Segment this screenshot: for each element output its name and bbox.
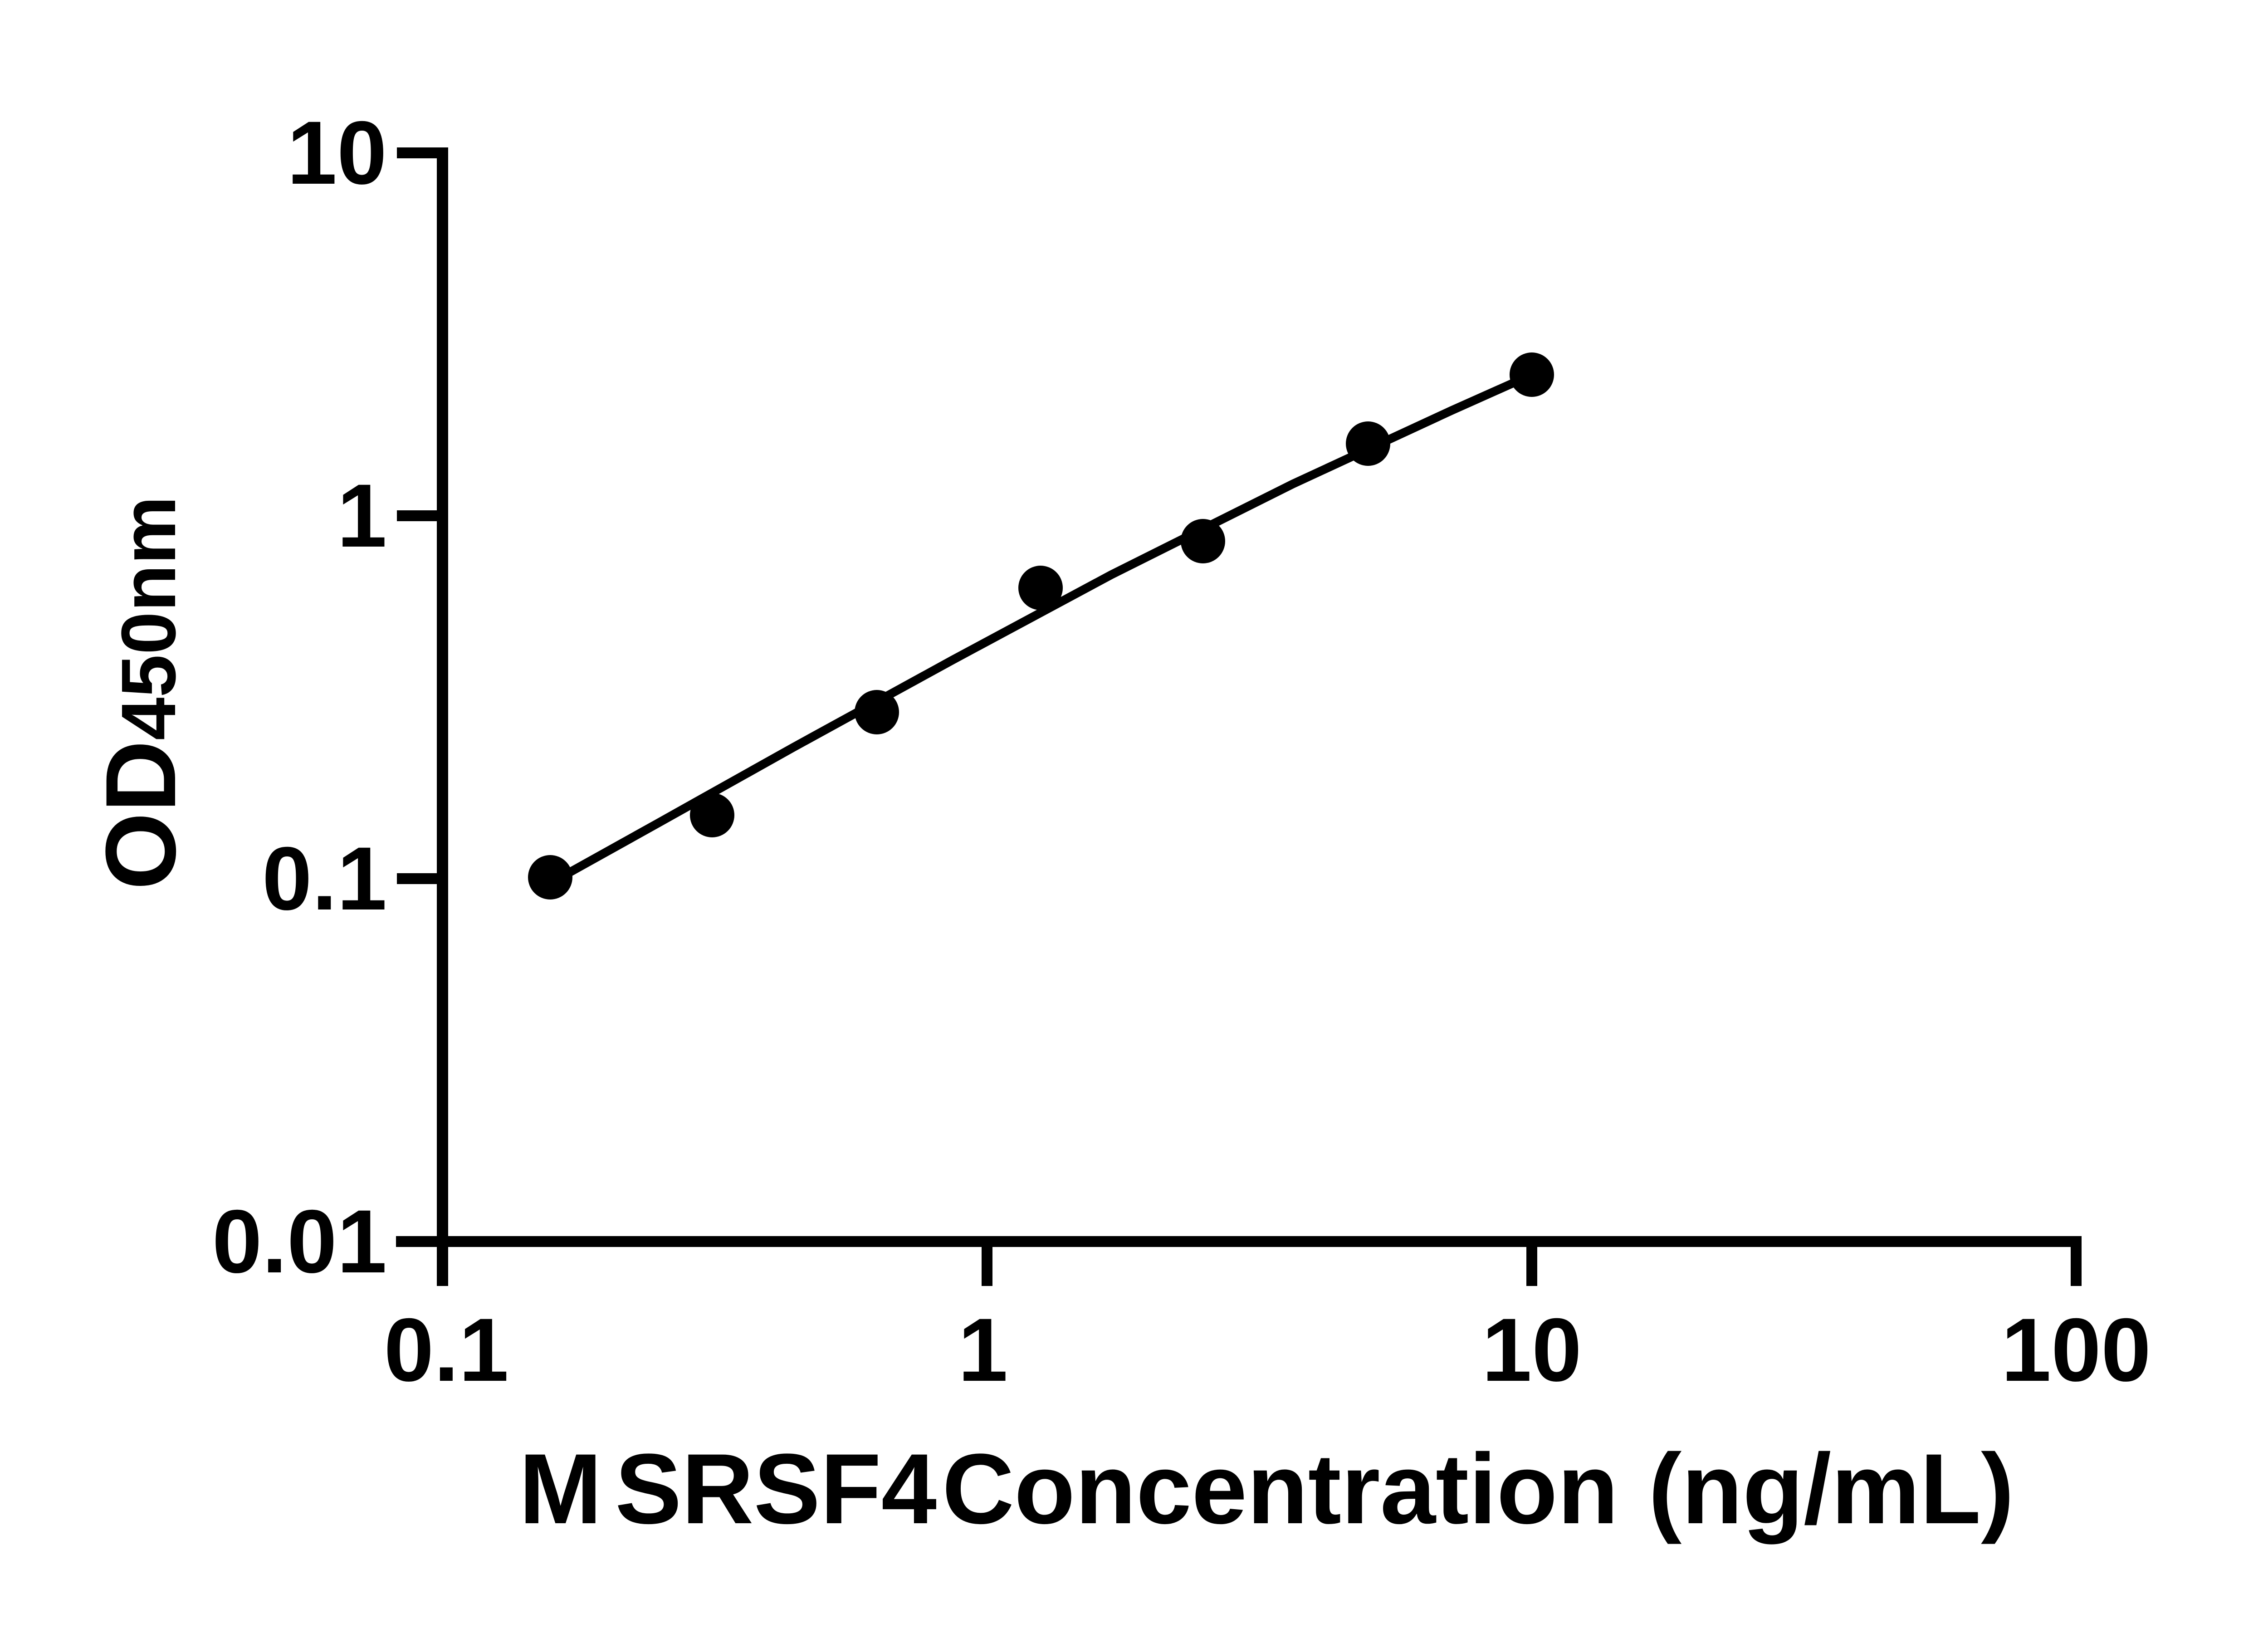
- svg-text:0.01: 0.01: [212, 1191, 387, 1291]
- svg-text:10: 10: [1482, 1300, 1582, 1400]
- svg-text:(ng/mL): (ng/mL): [1648, 1433, 2014, 1545]
- svg-text:100: 100: [2001, 1300, 2151, 1400]
- svg-text:0.1: 0.1: [262, 828, 387, 929]
- svg-text:10: 10: [287, 103, 387, 203]
- svg-text:OD450nm: OD450nm: [85, 496, 196, 890]
- svg-text:1: 1: [958, 1300, 1008, 1400]
- svg-text:SRSF4: SRSF4: [615, 1433, 937, 1545]
- svg-text:0.1: 0.1: [384, 1300, 508, 1400]
- svg-text:Concentration: Concentration: [942, 1433, 1618, 1545]
- svg-text:M: M: [519, 1433, 602, 1545]
- svg-text:1: 1: [337, 465, 387, 566]
